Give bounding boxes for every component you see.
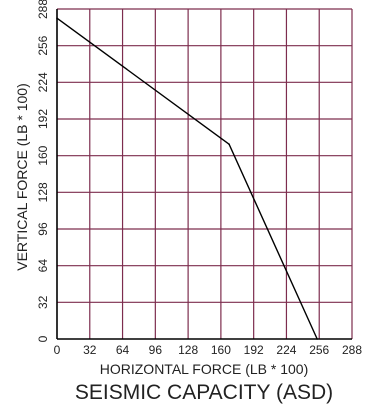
y-tick-label-7: 224 <box>36 72 50 92</box>
y-tick-label-5: 160 <box>36 145 50 165</box>
y-tick-label-2: 64 <box>36 259 50 273</box>
y-axis-title: VERTICAL FORCE (LB * 100) <box>14 83 30 271</box>
x-tick-label-7: 224 <box>276 343 296 357</box>
x-tick-label-0: 0 <box>54 343 61 357</box>
x-tick-label-4: 128 <box>178 343 198 357</box>
x-tick-label-8: 256 <box>309 343 329 357</box>
y-tick-label-1: 32 <box>36 295 50 309</box>
y-tick-label-9: 288 <box>36 0 50 19</box>
x-tick-label-3: 96 <box>149 343 163 357</box>
x-tick-label-2: 64 <box>116 343 130 357</box>
x-tick-label-1: 32 <box>83 343 97 357</box>
series-line-0 <box>56 17 318 340</box>
x-tick-label-5: 160 <box>211 343 231 357</box>
y-tick-labels: 0 32 64 96 128 160 192 224 256 288 <box>36 0 50 342</box>
y-tick-label-8: 256 <box>36 35 50 55</box>
y-tick-label-0: 0 <box>36 335 50 342</box>
x-axis-title: HORIZONTAL FORCE (LB * 100) <box>100 361 308 377</box>
grid <box>57 8 353 339</box>
data-point-0-1 <box>228 143 230 146</box>
x-tick-label-9: 288 <box>342 343 362 357</box>
y-tick-label-3: 96 <box>36 222 50 236</box>
data-point-0-0 <box>56 17 58 19</box>
chart-title: SEISMIC CAPACITY (ASD) <box>75 381 333 404</box>
x-tick-labels: 0 32 64 96 128 160 192 224 256 288 <box>54 343 363 357</box>
y-tick-label-4: 128 <box>36 182 50 202</box>
axes <box>56 9 352 340</box>
series-layer <box>56 17 318 340</box>
y-tick-label-6: 192 <box>36 109 50 129</box>
data-point-0-2 <box>316 338 318 340</box>
x-tick-label-6: 192 <box>244 343 264 357</box>
